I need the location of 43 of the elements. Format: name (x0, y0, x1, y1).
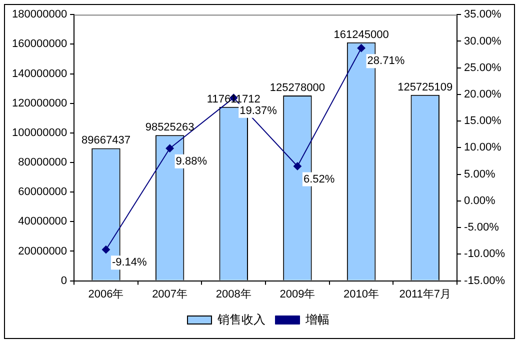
data-label: -9.14% (112, 256, 148, 269)
y-tick-label: 0 (60, 274, 68, 287)
y2-tick-label: 15.00% (464, 115, 502, 128)
x-tick-label: 2006年 (88, 288, 124, 300)
y-tick-label: 80000000 (18, 156, 68, 169)
y-tick-label: 60000000 (18, 186, 68, 198)
y2-tick-label: -10.00% (464, 248, 506, 260)
x-tick-label: 2009年 (280, 288, 316, 300)
y-tick-label: 140000000 (12, 68, 68, 80)
x-tick-label: 2008年 (216, 288, 252, 300)
y2-tick-label: -15.00% (464, 274, 506, 287)
y2-tick-label: 0.00% (464, 194, 496, 207)
y2-tick-label: 20.00% (464, 88, 502, 100)
y2-tick-label: 30.00% (464, 35, 502, 48)
y-tick-label: 180000000 (12, 8, 68, 21)
y2-tick-label: 10.00% (464, 142, 502, 154)
data-label: 9.88% (176, 155, 208, 168)
y-tick-label: 40000000 (18, 216, 68, 228)
data-label: 161245000 (334, 28, 389, 41)
data-label: 28.71% (367, 55, 405, 68)
x-tick-label: 2007年 (152, 288, 188, 300)
y-tick-label: 120000000 (12, 97, 68, 110)
point (293, 162, 302, 170)
data-label: 89667437 (81, 134, 130, 147)
y2-tick-label: 5.00% (464, 168, 496, 180)
y-tick-label: 160000000 (12, 38, 68, 50)
point (166, 144, 174, 152)
legend-label: 销售收入 (216, 312, 266, 326)
data-label: 98525263 (145, 122, 194, 134)
y-tick-label: 20000000 (18, 245, 68, 258)
legend-label: 增幅 (304, 312, 330, 326)
data-label: 6.52% (303, 173, 335, 186)
y2-tick-label: 25.00% (464, 62, 502, 74)
data-label: 125725109 (398, 81, 453, 94)
y2-tick-label: 35.00% (464, 8, 502, 21)
point (357, 44, 366, 52)
data-label: 19.37% (240, 104, 278, 117)
point (102, 246, 110, 254)
data-label: 125278000 (270, 82, 325, 94)
y2-tick-label: -5.00% (464, 222, 500, 234)
y-tick-label: 100000000 (12, 126, 68, 139)
x-tick-label: 2010年 (344, 288, 380, 300)
x-tick-label: 2011年7月 (399, 288, 452, 300)
